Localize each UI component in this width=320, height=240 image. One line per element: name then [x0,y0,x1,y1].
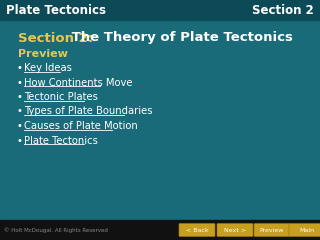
Text: Key Ideas: Key Ideas [24,63,72,73]
Text: Types of Plate Boundaries: Types of Plate Boundaries [24,107,153,116]
FancyBboxPatch shape [217,223,253,236]
Text: Plate Tectonics: Plate Tectonics [24,136,98,145]
Text: The Theory of Plate Tectonics: The Theory of Plate Tectonics [67,31,293,44]
Text: Tectonic Plates: Tectonic Plates [24,92,98,102]
Text: •: • [16,92,22,102]
Text: Next >: Next > [224,228,246,233]
Bar [0,220,320,240]
Text: •: • [16,63,22,73]
Text: © Holt McDougal. All Rights Reserved: © Holt McDougal. All Rights Reserved [4,227,108,233]
Text: < Back: < Back [186,228,208,233]
FancyBboxPatch shape [179,223,215,236]
Text: Causes of Plate Motion: Causes of Plate Motion [24,121,138,131]
Text: Plate Tectonics: Plate Tectonics [6,4,106,17]
Text: Section 2:: Section 2: [18,31,93,44]
Text: Preview: Preview [18,49,68,59]
Text: •: • [16,121,22,131]
Text: Main: Main [300,228,315,233]
Text: How Continents Move: How Continents Move [24,78,132,88]
Bar [8,26,312,218]
Text: Preview: Preview [260,228,284,233]
Text: •: • [16,78,22,88]
FancyBboxPatch shape [254,223,290,236]
Text: •: • [16,107,22,116]
Text: Section 2: Section 2 [252,4,314,17]
Bar [0,0,320,20]
Text: •: • [16,136,22,145]
FancyBboxPatch shape [289,223,320,236]
